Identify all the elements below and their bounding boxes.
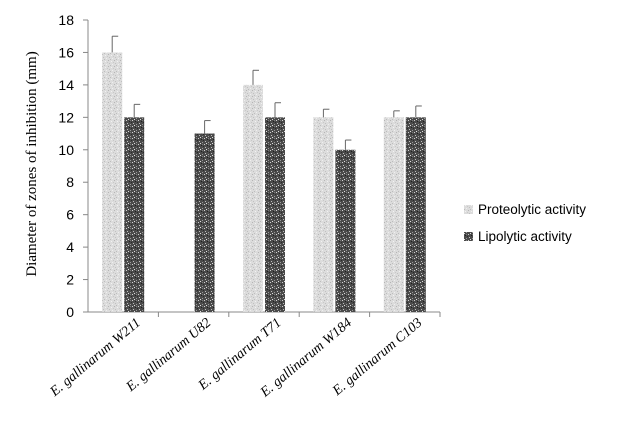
y-tick-label: 18: [58, 12, 74, 28]
bar-proteolytic: [383, 117, 404, 312]
legend-swatch-proteolytic: [464, 205, 473, 214]
y-tick-label: 4: [66, 239, 74, 255]
legend: Proteolytic activity Lipolytic activity: [464, 202, 586, 244]
bar-proteolytic: [243, 84, 263, 312]
y-axis: 0 2 4 6 8 10 12 14 16 18: [58, 12, 440, 320]
y-tick-label: 2: [66, 272, 74, 288]
y-tick-label: 8: [66, 174, 74, 190]
plot-area: [102, 35, 426, 312]
bar-lipolytic: [335, 149, 356, 312]
y-tick-label: 10: [58, 142, 74, 158]
bar-proteolytic: [313, 117, 334, 312]
y-tick-label: 12: [58, 109, 74, 125]
y-tick-label: 6: [66, 207, 74, 223]
y-tick-label: 14: [58, 77, 74, 93]
legend-label-proteolytic: Proteolytic activity: [478, 202, 586, 217]
y-tick-label: 0: [66, 304, 74, 320]
y-axis-label: Diameter of zones of inhibition (mm): [24, 51, 40, 276]
bar-proteolytic: [102, 52, 123, 312]
y-tick-label: 16: [58, 44, 74, 60]
bar-lipolytic: [405, 117, 426, 312]
bar-lipolytic: [265, 117, 285, 312]
legend-swatch-lipolytic: [464, 232, 473, 241]
bar-lipolytic: [194, 133, 215, 312]
bar-lipolytic: [124, 117, 145, 312]
legend-label-lipolytic: Lipolytic activity: [478, 229, 572, 244]
